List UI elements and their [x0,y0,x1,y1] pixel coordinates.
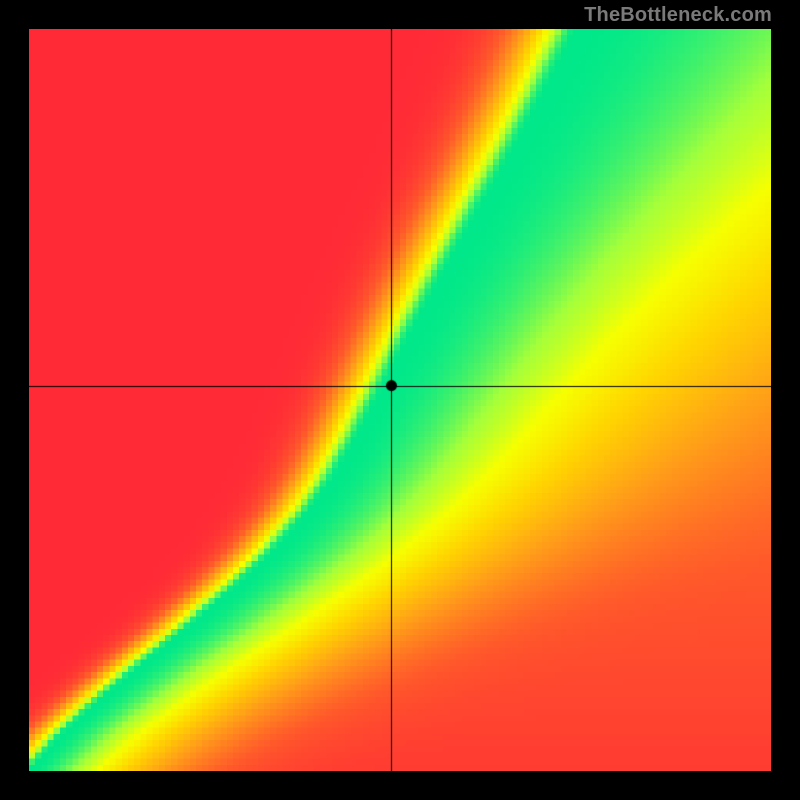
watermark-text: TheBottleneck.com [584,4,772,27]
bottleneck-heatmap [29,29,771,771]
chart-container: TheBottleneck.com [0,0,800,800]
